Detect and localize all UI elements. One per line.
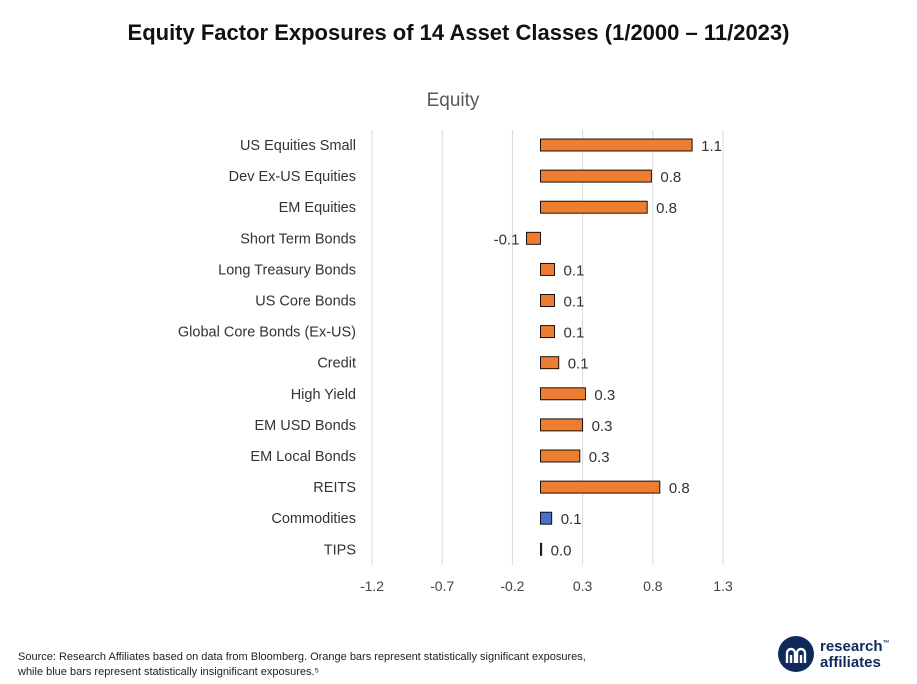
bar bbox=[525, 231, 541, 245]
category-label: EM Equities bbox=[279, 200, 356, 216]
data-label: 0.3 bbox=[594, 387, 615, 404]
data-label: 1.1 bbox=[701, 138, 722, 155]
x-tick-label: -0.2 bbox=[500, 578, 524, 594]
category-label: Credit bbox=[317, 356, 356, 372]
category-label: Dev Ex-US Equities bbox=[229, 169, 356, 185]
data-label: 0.3 bbox=[589, 449, 610, 466]
bar bbox=[540, 387, 586, 401]
logo-line-1: research™ bbox=[820, 638, 890, 655]
category-label: Short Term Bonds bbox=[240, 231, 356, 247]
category-label: EM Local Bonds bbox=[250, 449, 356, 465]
bar bbox=[540, 542, 543, 556]
data-label: 0.8 bbox=[656, 200, 677, 217]
bar bbox=[540, 356, 560, 370]
data-label: 0.8 bbox=[669, 480, 690, 497]
category-labels: US Equities Small Dev Ex-US Equities EM Eq… bbox=[178, 138, 356, 558]
source-note-line-1: Source: Research Affiliates based on dat… bbox=[18, 651, 586, 663]
x-tick-label: 0.8 bbox=[643, 578, 663, 594]
category-label: Commodities bbox=[271, 511, 356, 527]
data-label: 0.1 bbox=[564, 262, 585, 279]
logo-line-2: affiliates bbox=[820, 654, 881, 671]
data-label: 0.1 bbox=[564, 294, 585, 311]
chart-title: Equity Factor Exposures of 14 Asset Clas… bbox=[127, 20, 790, 45]
research-affiliates-logo: research™ affiliates bbox=[778, 634, 898, 674]
x-axis-ticks: -1.2 -0.7 -0.2 0.3 0.8 1.3 bbox=[360, 578, 733, 594]
x-tick-label: -0.7 bbox=[430, 578, 454, 594]
bar bbox=[540, 294, 555, 307]
category-label: TIPS bbox=[324, 542, 356, 558]
data-labels: 1.1 0.8 0.8 -0.1 0.1 0.1 0.1 0.1 0.3 0.3 0.3 0.8 0.1… bbox=[494, 138, 722, 559]
bars bbox=[525, 138, 693, 556]
data-label: 0.1 bbox=[568, 356, 589, 373]
bar bbox=[540, 480, 661, 494]
bar-chart: Equity US Equities Small Dev Ex-US Equiti… bbox=[178, 90, 733, 594]
category-label: Global Core Bonds (Ex-US) bbox=[178, 325, 356, 341]
data-label: 0.8 bbox=[660, 169, 681, 186]
chart-subtitle: Equity bbox=[427, 90, 480, 111]
category-label: US Core Bonds bbox=[255, 294, 356, 310]
bar bbox=[540, 449, 581, 463]
data-label: 0.3 bbox=[592, 418, 613, 435]
data-label: 0.1 bbox=[561, 511, 582, 528]
category-label: EM USD Bonds bbox=[254, 418, 356, 434]
category-label: High Yield bbox=[291, 387, 356, 403]
bar bbox=[540, 262, 555, 276]
source-note: Source: Research Affiliates based on dat… bbox=[18, 650, 658, 680]
bar bbox=[540, 138, 693, 152]
source-note-line-2: while blue bars represent statistically … bbox=[18, 666, 320, 678]
bar bbox=[540, 200, 648, 214]
x-tick-label: 1.3 bbox=[713, 578, 733, 594]
category-label: US Equities Small bbox=[240, 138, 356, 154]
x-tick-label: -1.2 bbox=[360, 578, 384, 594]
x-tick-label: 0.3 bbox=[573, 578, 593, 594]
bar bbox=[540, 169, 652, 183]
logo-mark-icon bbox=[778, 636, 814, 672]
gridlines bbox=[371, 130, 724, 565]
data-label: -0.1 bbox=[494, 231, 520, 248]
bar bbox=[540, 325, 555, 339]
data-label: 0.1 bbox=[564, 325, 585, 342]
bar bbox=[540, 511, 553, 525]
category-label: Long Treasury Bonds bbox=[218, 262, 356, 278]
bar bbox=[540, 418, 584, 432]
data-label: 0.0 bbox=[551, 542, 572, 559]
category-label: REITS bbox=[313, 480, 356, 496]
